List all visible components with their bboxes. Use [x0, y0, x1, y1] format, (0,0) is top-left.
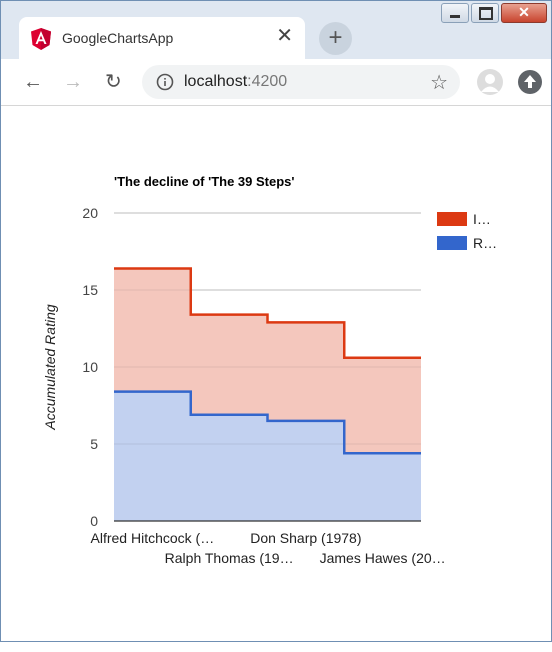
- browser-tab[interactable]: GoogleChartsApp ✕: [19, 17, 305, 61]
- y-tick-label: 5: [90, 436, 98, 452]
- y-tick-label: 10: [82, 359, 98, 375]
- y-axis-label: Accumulated Rating: [42, 304, 58, 431]
- address-bar[interactable]: localhost:4200 ☆: [142, 65, 460, 99]
- y-tick-label: 0: [90, 513, 98, 529]
- url-port: :4200: [247, 73, 288, 90]
- window-controls: ✕: [439, 3, 547, 25]
- angular-logo-icon: [31, 28, 51, 55]
- minimize-button[interactable]: [441, 3, 469, 23]
- page-content: 'The decline of 'The 39 Steps' 0 5 10 15 20 Al…: [1, 106, 551, 641]
- legend-label: I…: [473, 211, 491, 227]
- browser-toolbar: ← → ↻ localhost:4200 ☆: [1, 59, 551, 106]
- chart-title: 'The decline of 'The 39 Steps': [114, 174, 294, 189]
- x-tick-label: Alfred Hitchcock (…: [91, 530, 215, 546]
- y-tick-label: 15: [82, 282, 98, 298]
- stepped-area-chart: 'The decline of 'The 39 Steps' 0 5 10 15 20 Al…: [42, 174, 497, 566]
- series-line-R: [114, 390, 421, 455]
- legend-swatch: [437, 212, 467, 226]
- minimize-icon: [450, 15, 460, 18]
- y-tick-label: 20: [82, 205, 98, 221]
- tab-title: GoogleChartsApp: [62, 30, 174, 46]
- update-icon[interactable]: [518, 70, 542, 94]
- back-arrow-icon[interactable]: ←: [23, 71, 43, 93]
- url-host: localhost: [184, 73, 248, 90]
- maximize-button[interactable]: [471, 3, 499, 23]
- legend-swatch: [437, 236, 467, 250]
- x-tick-label: Ralph Thomas (19…: [165, 550, 294, 566]
- legend-label: R…: [473, 235, 497, 251]
- close-tab-icon[interactable]: ✕: [276, 25, 293, 47]
- maximize-icon: [479, 7, 493, 20]
- close-icon: ✕: [518, 4, 530, 20]
- title-bar: GoogleChartsApp ✕ + ✕: [1, 1, 551, 61]
- url-text: localhost:4200: [184, 73, 287, 91]
- new-tab-button[interactable]: +: [319, 22, 352, 55]
- forward-arrow-icon[interactable]: →: [63, 71, 83, 93]
- series-line-I: [114, 267, 421, 360]
- close-window-button[interactable]: ✕: [501, 3, 547, 23]
- x-tick-label: Don Sharp (1978): [250, 530, 361, 546]
- profile-avatar-icon[interactable]: [477, 69, 503, 95]
- reload-icon[interactable]: ↻: [105, 71, 122, 93]
- info-icon[interactable]: [156, 73, 174, 96]
- x-tick-label: James Hawes (20…: [320, 550, 446, 566]
- bookmark-star-icon[interactable]: ☆: [430, 72, 448, 94]
